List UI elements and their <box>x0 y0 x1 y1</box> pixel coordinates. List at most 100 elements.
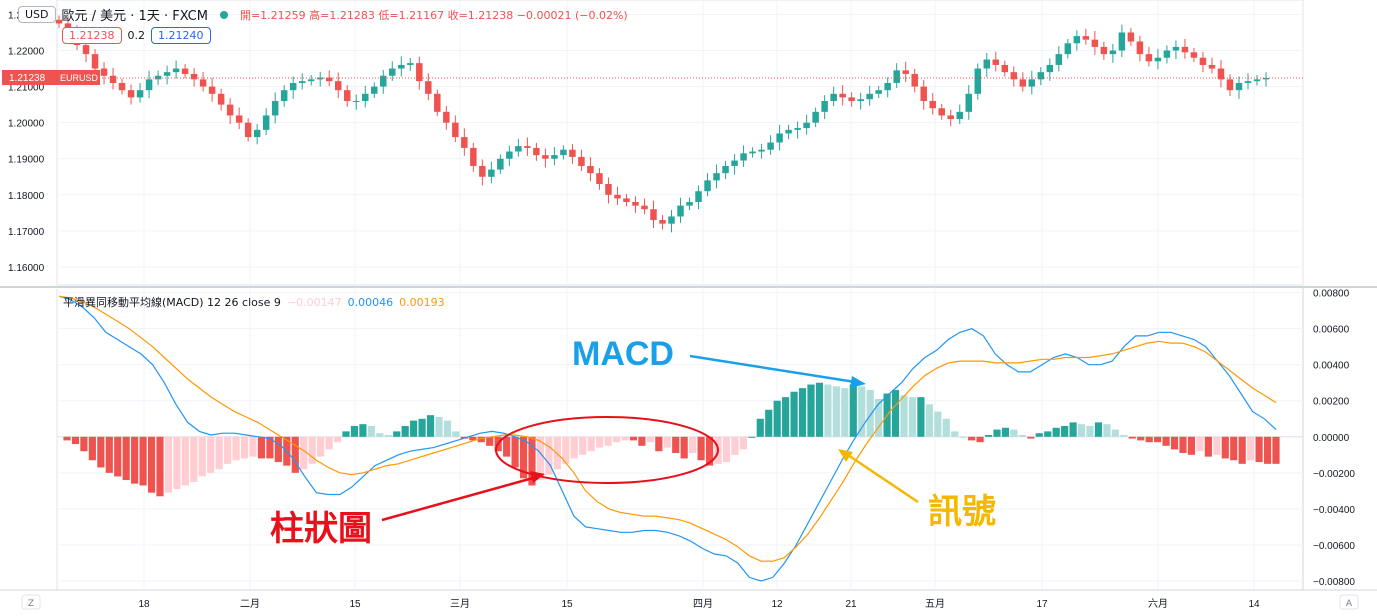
auto-scale-label: A <box>1346 599 1353 609</box>
candle-body <box>542 155 549 159</box>
histogram-bar <box>866 389 874 437</box>
candle-body <box>452 122 459 138</box>
histogram-bar <box>173 436 181 490</box>
candle-body <box>551 155 558 159</box>
candle-body <box>596 173 603 184</box>
histogram-bar <box>705 436 714 466</box>
candle-body <box>1190 52 1198 58</box>
candle-body <box>190 73 198 80</box>
histogram-bar <box>1170 436 1179 450</box>
histogram-bar <box>1272 436 1280 464</box>
histogram-bar <box>97 436 105 468</box>
candle-body <box>325 77 333 82</box>
histogram-bar <box>638 436 646 446</box>
candle-body <box>641 205 648 210</box>
zoom-left-frame <box>21 594 41 610</box>
last-price-symbol: EURUSD <box>60 73 99 83</box>
histogram-bar <box>1196 436 1204 452</box>
macd-tick-label: −0.00600 <box>1313 541 1355 552</box>
histogram-bar <box>942 418 950 437</box>
price-tick-label: 1.19000 <box>8 155 45 166</box>
candle-body <box>262 115 270 130</box>
ask-button[interactable]: 1.21240 <box>151 27 211 44</box>
histogram-bar <box>756 418 764 437</box>
candle-body <box>353 101 360 103</box>
candle-body <box>1118 32 1126 51</box>
ohlc-values: 開=1.21259 高=1.21283 低=1.21167 收=1.21238 … <box>239 8 628 22</box>
annotation-signal-arrow <box>847 453 919 504</box>
candle-body <box>839 93 846 98</box>
histogram-bar <box>1162 436 1170 446</box>
candle-body <box>767 142 774 150</box>
price-tick-label: 1.18000 <box>8 191 45 202</box>
candle-body <box>713 173 720 181</box>
histogram-bar <box>519 436 528 479</box>
candle-body <box>632 202 639 206</box>
candle-body <box>118 82 126 91</box>
candle-body <box>398 64 405 69</box>
histogram-bar <box>1247 436 1255 461</box>
histogram-bar <box>114 436 122 477</box>
histogram-bar <box>291 436 299 473</box>
annotation-histogram: 柱狀圖 <box>270 509 372 549</box>
histogram-bar <box>181 436 189 486</box>
candle-body <box>1019 79 1027 87</box>
candle-body <box>479 165 486 177</box>
symbol-title[interactable]: 歐元 / 美元 · 1天 · FXCM <box>61 9 208 24</box>
histogram-bar <box>401 425 409 437</box>
candle-body <box>1010 72 1018 80</box>
histogram-bar <box>824 384 832 437</box>
macd-legend-title[interactable]: 平滑異同移動平均線(MACD) 12 26 close 9 <box>63 296 281 309</box>
candle-body <box>1217 68 1225 80</box>
histogram-bar <box>156 436 164 497</box>
histogram-bar <box>672 436 680 454</box>
candle-body <box>695 191 702 203</box>
histogram-bar <box>1238 436 1246 464</box>
histogram-bar <box>1213 436 1221 455</box>
currency-badge[interactable]: USD <box>18 6 56 23</box>
histogram-bar <box>418 418 426 437</box>
histogram-bar <box>663 436 671 448</box>
histogram-bar <box>579 436 587 455</box>
candle-body <box>875 90 882 94</box>
histogram-bar <box>545 436 553 475</box>
macd-line <box>58 295 1277 582</box>
histogram-bar <box>832 386 840 437</box>
auto-scale-button[interactable]: A <box>1339 594 1359 610</box>
candle-body <box>434 93 441 112</box>
histogram-bar <box>689 436 697 454</box>
histogram-bar <box>274 436 282 463</box>
histogram-bar <box>790 391 798 437</box>
candle-body <box>136 90 144 98</box>
candle-body <box>1037 72 1045 80</box>
histogram-bar <box>1230 436 1238 461</box>
time-tick-label: 12 <box>771 599 783 610</box>
candle-body <box>235 115 243 123</box>
macd-tick-label: 0.00200 <box>1313 397 1350 408</box>
time-tick-label: 二月 <box>240 598 260 610</box>
signal-line <box>58 295 1277 562</box>
histogram-bar <box>739 436 747 450</box>
histogram-bar <box>443 420 452 437</box>
histogram-bar <box>646 436 654 443</box>
zoom-left-button[interactable]: Z <box>21 594 41 610</box>
histogram-bar <box>655 436 663 452</box>
candle-body <box>208 86 216 94</box>
time-tick-label: 四月 <box>693 598 713 610</box>
histogram-bar <box>528 436 536 486</box>
price-tick-label: 1.16000 <box>8 263 45 274</box>
candle-body <box>488 169 495 177</box>
candle-body <box>1199 57 1207 65</box>
macd-tick-label: −0.00400 <box>1313 505 1355 516</box>
candle-body <box>1028 79 1036 87</box>
candle-body <box>902 70 909 74</box>
bid-button[interactable]: 1.21238 <box>62 27 122 44</box>
candle-body <box>749 151 756 154</box>
histogram-bar <box>224 436 232 464</box>
macd-tick-label: 0.00800 <box>1313 289 1350 300</box>
candle-body <box>740 153 747 161</box>
price-tick-label: 1.22000 <box>8 47 45 58</box>
histogram-bar <box>469 436 477 441</box>
annotation-macd-arrow <box>689 354 856 384</box>
